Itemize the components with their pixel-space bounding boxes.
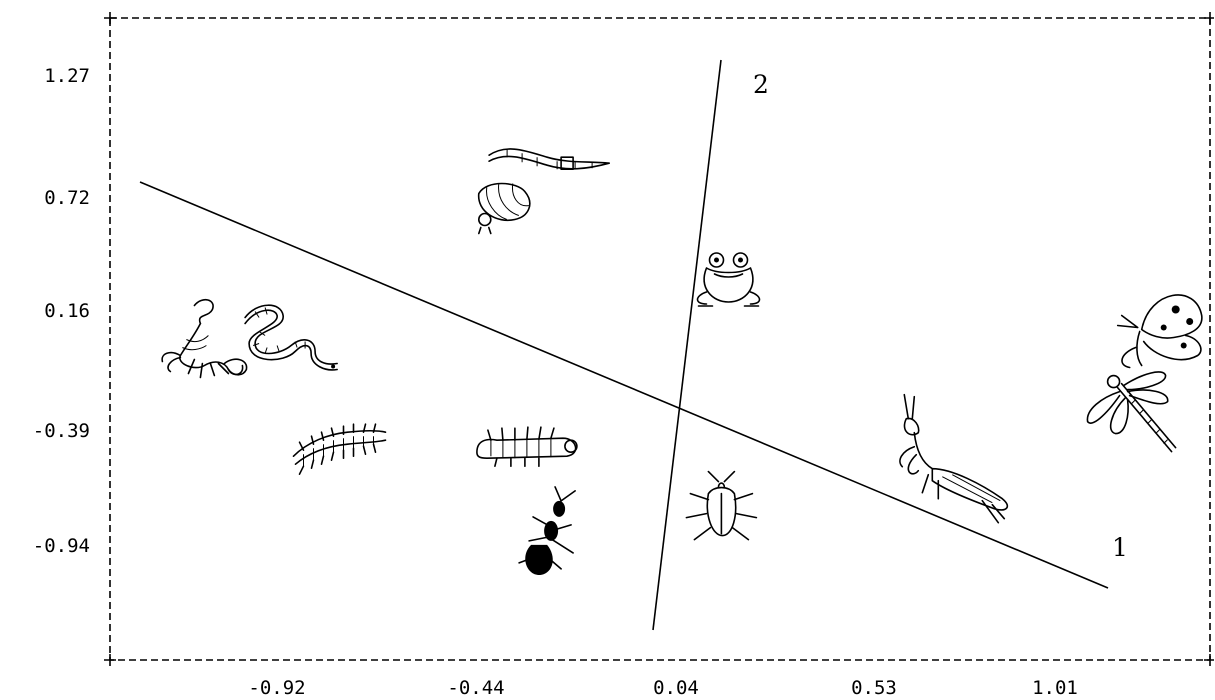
snake-icon bbox=[244, 304, 338, 371]
y-tick-label: 1.27 bbox=[44, 65, 90, 87]
y-tick-label: -0.94 bbox=[33, 535, 90, 557]
millipede-icon bbox=[292, 423, 387, 476]
x-tick-label: -0.44 bbox=[447, 677, 504, 699]
x-tick-label: 1.01 bbox=[1032, 677, 1078, 699]
dragonfly-icon bbox=[1086, 371, 1177, 453]
y-tick-label: 0.72 bbox=[44, 187, 90, 209]
y-tick-label: -0.39 bbox=[33, 420, 90, 442]
grub-icon bbox=[477, 182, 531, 235]
y-tick-label: 0.16 bbox=[44, 300, 90, 322]
axis-line-1 bbox=[139, 181, 1109, 589]
point-layer bbox=[161, 148, 1203, 576]
bug-icon bbox=[685, 470, 758, 541]
x-tick-label: 0.53 bbox=[851, 677, 897, 699]
scorpion-icon bbox=[161, 298, 248, 379]
x-tick-label: 0.04 bbox=[653, 677, 699, 699]
axis-label-1: 1 bbox=[1112, 533, 1128, 562]
x-tick-label: -0.92 bbox=[248, 677, 305, 699]
mantis-icon bbox=[899, 393, 1009, 524]
frame-corner-marks bbox=[104, 12, 1214, 666]
caterpillar-icon bbox=[476, 426, 578, 468]
plot-frame bbox=[109, 17, 1211, 661]
tick-layer: 1.27 0.72 0.16 -0.39 -0.94 -0.92 -0.44 0… bbox=[33, 65, 1078, 699]
frog-icon bbox=[696, 252, 761, 307]
butterfly-icon bbox=[1116, 294, 1203, 369]
ant-icon bbox=[518, 486, 576, 576]
axis-line-2 bbox=[652, 59, 722, 631]
axis-label-2: 2 bbox=[753, 70, 769, 99]
worm-icon bbox=[488, 148, 610, 170]
